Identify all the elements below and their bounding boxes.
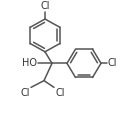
Text: Cl: Cl [55,88,64,98]
Text: Cl: Cl [40,1,50,11]
Text: HO: HO [22,58,37,68]
Text: Cl: Cl [108,58,118,68]
Text: Cl: Cl [20,88,30,98]
